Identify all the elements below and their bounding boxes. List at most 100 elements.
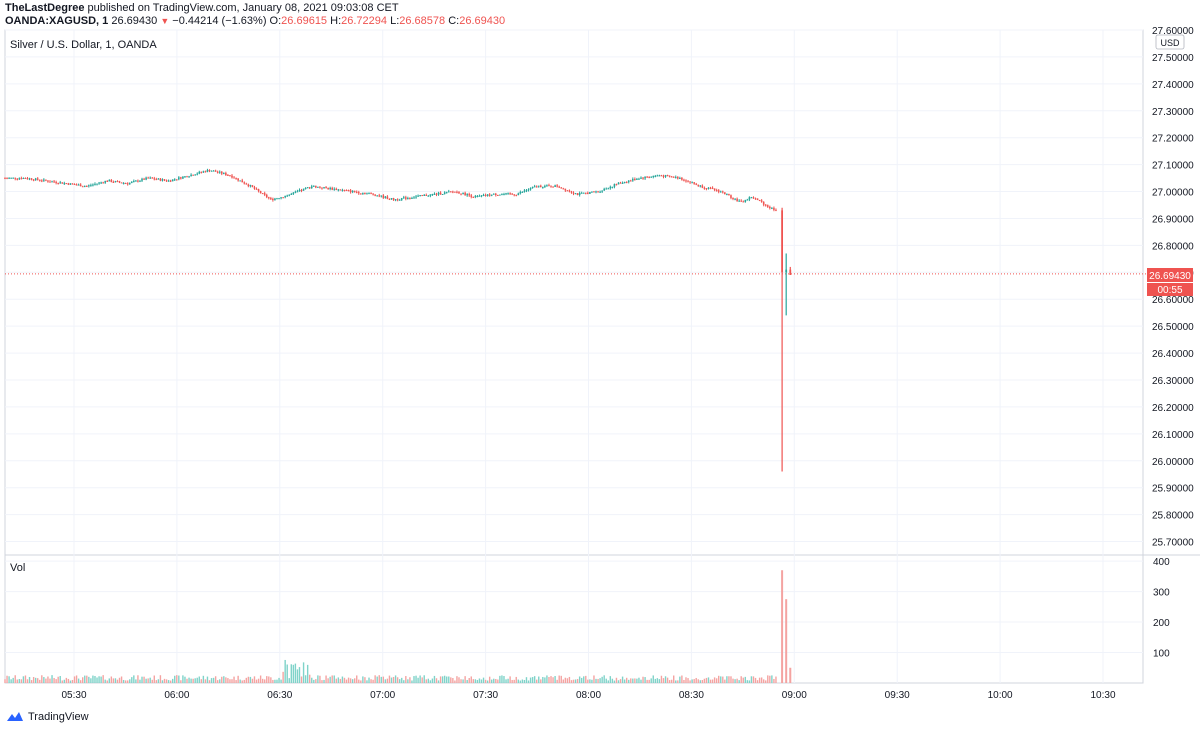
volume-bar — [167, 680, 170, 683]
volume-bar — [527, 680, 530, 683]
candle-body — [689, 181, 691, 183]
volume-bar — [135, 679, 137, 683]
candle-body — [443, 192, 446, 195]
volume-bar — [41, 675, 43, 683]
candle-body — [118, 181, 121, 183]
volume-bar — [611, 678, 614, 683]
price-tick-label: 26.00000 — [1152, 457, 1194, 468]
candle-body — [30, 178, 33, 180]
candle-body — [57, 182, 59, 184]
candle-body — [482, 194, 485, 196]
candle-body — [554, 185, 556, 187]
volume-bar — [106, 680, 108, 683]
volume-bar — [206, 676, 209, 683]
volume-bar — [552, 677, 554, 683]
candle-body — [730, 195, 732, 198]
candle-body — [120, 182, 123, 184]
candle-body — [460, 193, 462, 195]
volume-bar — [237, 675, 239, 683]
volume-bar — [656, 678, 659, 683]
candle-body — [173, 179, 176, 181]
volume-bar — [145, 678, 147, 683]
volume-layer — [4, 570, 792, 683]
volume-bar — [431, 678, 434, 683]
volume-bar — [190, 678, 192, 683]
time-tick-label: 09:30 — [885, 690, 910, 701]
open-value: 26.69615 — [281, 15, 328, 27]
volume-bar — [464, 676, 466, 683]
volume-bar — [576, 679, 579, 683]
volume-bar — [738, 680, 740, 683]
volume-bar — [585, 675, 587, 683]
candle-body — [333, 188, 336, 190]
volume-bar — [711, 679, 714, 683]
price-tick-label: 25.70000 — [1152, 538, 1194, 549]
candle-body — [744, 199, 747, 202]
candle-body — [272, 198, 274, 201]
volume-bar — [137, 675, 139, 683]
volume-bar — [339, 678, 342, 683]
footer-brand[interactable]: TradingView — [6, 711, 89, 723]
volume-bar — [294, 663, 297, 683]
volume-bar — [49, 678, 51, 683]
candle-body — [752, 197, 755, 199]
volume-bar — [411, 680, 413, 683]
volume-bar — [376, 676, 378, 683]
volume-bar — [734, 679, 736, 683]
volume-bar — [73, 676, 76, 683]
volume-bar — [108, 678, 110, 683]
volume-bar — [380, 676, 382, 683]
volume-bar — [45, 678, 47, 683]
volume-bar — [178, 675, 180, 683]
volume-bar — [769, 675, 771, 683]
candle-body — [231, 175, 233, 178]
volume-spike-bar — [781, 570, 784, 683]
candle-body — [190, 174, 192, 177]
volume-bar — [67, 678, 70, 683]
candle-body — [137, 180, 139, 182]
volume-bar — [491, 679, 493, 683]
candle-body — [746, 199, 749, 201]
candle-body — [593, 191, 595, 193]
volume-bar — [425, 679, 427, 683]
spike-candle-body — [781, 210, 783, 273]
volume-bar — [488, 676, 491, 683]
currency-box[interactable] — [1155, 34, 1185, 50]
volume-spike-bar — [785, 599, 788, 683]
candle-body — [178, 177, 180, 180]
volume-bar — [14, 675, 16, 683]
candle-body — [218, 171, 221, 173]
candle-body — [34, 178, 37, 181]
candle-body — [552, 186, 554, 188]
candle-body — [331, 187, 333, 190]
price-tick-label: 26.40000 — [1152, 349, 1194, 360]
candle-body — [672, 176, 675, 178]
price-tick-label: 27.00000 — [1152, 188, 1194, 199]
candle-body — [265, 194, 268, 198]
volume-bar — [499, 675, 501, 683]
volume-bar — [165, 679, 168, 683]
volume-bar — [767, 675, 769, 683]
volume-bar — [331, 675, 333, 683]
volume-bar — [593, 675, 595, 683]
volume-bar — [613, 680, 616, 683]
volume-bar — [609, 676, 612, 683]
candle-body — [288, 194, 291, 196]
time-tick-label: 07:00 — [370, 690, 395, 701]
candle-body — [241, 180, 244, 183]
axes-layer: 27.60000 27.50000 27.40000 27.30000 27.20000… — [61, 26, 1194, 701]
time-tick-label: 10:30 — [1090, 690, 1115, 701]
candle-body — [220, 171, 223, 174]
volume-bar — [79, 680, 82, 683]
volume-bar — [697, 679, 699, 683]
volume-bar — [47, 676, 49, 683]
volume-bar — [548, 677, 550, 683]
volume-bar — [597, 678, 599, 683]
author-name[interactable]: TheLastDegree — [5, 2, 85, 14]
candle-body — [617, 182, 620, 185]
volume-bar — [382, 676, 385, 683]
volume-bar — [37, 678, 39, 683]
candle-body — [92, 184, 94, 186]
candle-body — [548, 185, 550, 187]
